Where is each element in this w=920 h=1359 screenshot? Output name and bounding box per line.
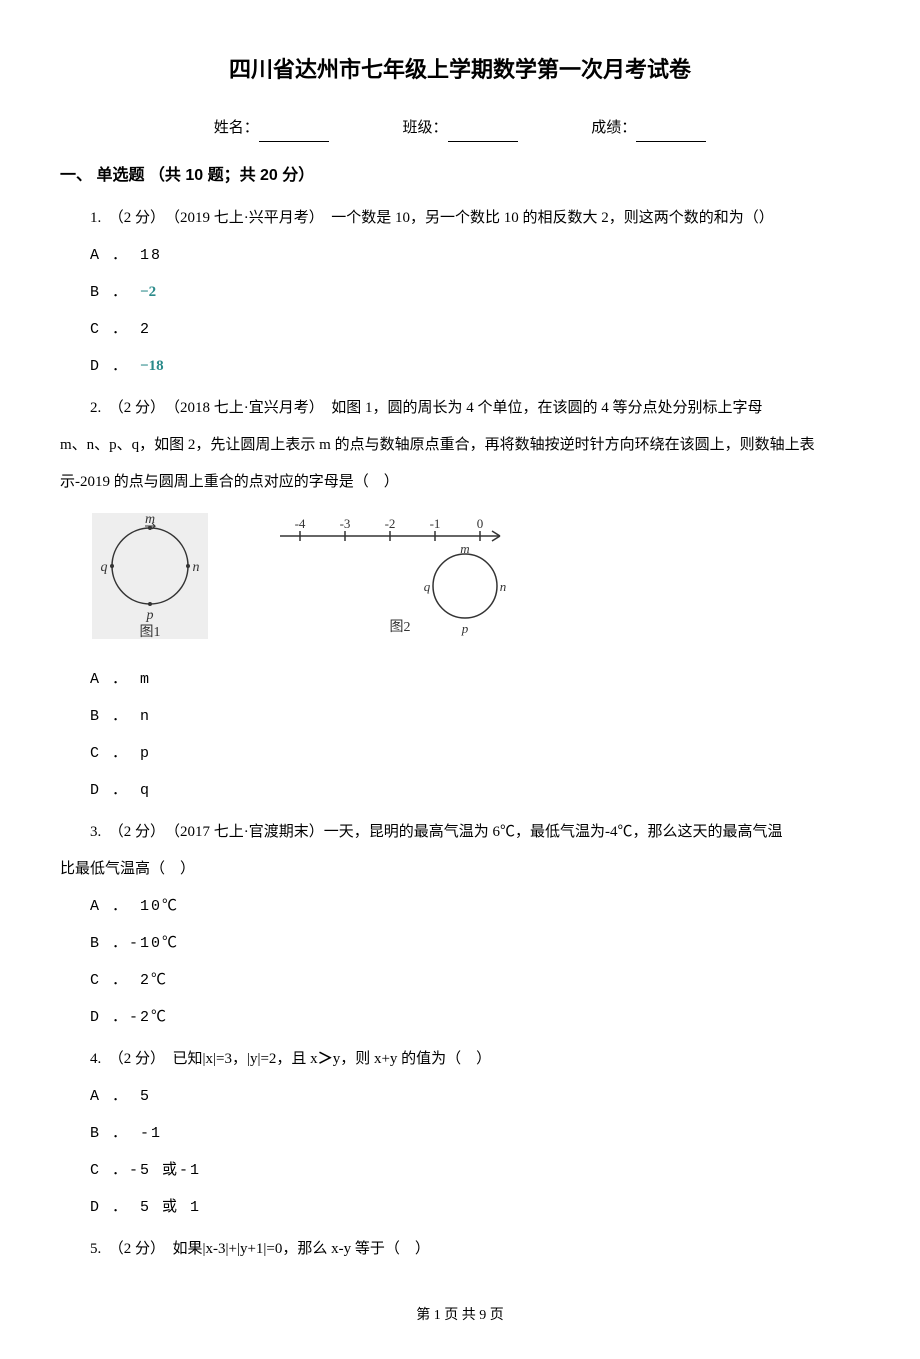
q1-d-val: −18	[140, 358, 164, 374]
q3-option-b: B ．‐10℃	[90, 930, 860, 957]
q3-d-text: D ．‐2℃	[90, 1009, 168, 1026]
q3-stem-2: 比最低气温高（ ）	[60, 856, 860, 883]
q3-c-text: C ． 2℃	[90, 972, 168, 989]
fig1-p: p	[146, 608, 154, 623]
q1-option-d: D ． −18	[90, 353, 860, 380]
q2-figure-1: m n p q 图1	[90, 511, 210, 641]
page-footer: 第 1 页 共 9 页	[60, 1303, 860, 1328]
q3-options: A ． 10℃ B ．‐10℃ C ． 2℃ D ．‐2℃	[90, 893, 860, 1031]
q2-a-text: A ． m	[90, 671, 151, 688]
q4-c-text: C ．‐5 或‐1	[90, 1162, 201, 1179]
q3-b-text: B ．‐10℃	[90, 935, 179, 952]
q4-stem-prefix: 4. （2 分） 已知|x|=3，|y|=2，且 x	[90, 1051, 318, 1067]
q2-d-text: D ． q	[90, 782, 151, 799]
q1-d-prefix: D ．	[90, 358, 140, 375]
score-label: 成绩：	[591, 120, 636, 136]
fig2-q: q	[424, 579, 431, 594]
class-label: 班级：	[402, 120, 447, 136]
q1-c-text: C ． 2	[90, 321, 151, 338]
q2-stem-3: 示-2019 的点与圆周上重合的点对应的字母是（ ）	[60, 469, 860, 496]
tick-4: -4	[295, 516, 306, 531]
q1-b-prefix: B ．	[90, 284, 140, 301]
q5-stem: 5. （2 分） 如果|x‐3|+|y+1|=0，那么 x‐y 等于（ ）	[60, 1236, 860, 1263]
q4-option-d: D ． 5 或 1	[90, 1194, 860, 1221]
q2-option-c: C ． p	[90, 740, 860, 767]
q2-figure-2: -4 -3 -2 -1 0 m n p q 图2	[270, 511, 530, 651]
q2-stem-2: m、n、p、q，如图 2，先让圆周上表示 m 的点与数轴原点重合，再将数轴按逆时…	[60, 432, 860, 459]
fig2-label: 图2	[390, 620, 411, 635]
q2-c-text: C ． p	[90, 745, 151, 762]
q3-stem-1: 3. （2 分） （2017 七上·官渡期末）一天，昆明的最高气温为 6℃，最低…	[60, 819, 860, 846]
q4-d-text: D ． 5 或 1	[90, 1199, 201, 1216]
q2-stem-1: 2. （2 分） （2018 七上·宜兴月考） 如图 1，圆的周长为 4 个单位…	[60, 395, 860, 422]
q3-option-c: C ． 2℃	[90, 967, 860, 994]
q4-option-b: B ． -1	[90, 1120, 860, 1147]
name-label: 姓名：	[214, 120, 259, 136]
q1-b-val: −2	[140, 284, 156, 300]
q1-stem: 1. （2 分） （2019 七上·兴平月考） 一个数是 10，另一个数比 10…	[60, 205, 860, 232]
q4-gt: ＞	[318, 1051, 333, 1067]
page-title: 四川省达州市七年级上学期数学第一次月考试卷	[60, 50, 860, 90]
q2-option-a: A ． m	[90, 666, 860, 693]
q1-option-b: B ． −2	[90, 279, 860, 306]
fig1-m: m	[145, 512, 155, 527]
q2-option-d: D ． q	[90, 777, 860, 804]
q1-a-text: A ． 18	[90, 247, 162, 264]
q4-stem: 4. （2 分） 已知|x|=3，|y|=2，且 x＞y，则 x+y 的值为（ …	[60, 1046, 860, 1073]
tick-1: -1	[430, 516, 441, 531]
section-header: 一、 单选题 （共 10 题；共 20 分）	[60, 162, 860, 191]
fig1-q: q	[101, 560, 108, 575]
q4-option-c: C ．‐5 或‐1	[90, 1157, 860, 1184]
q4-option-a: A ． 5	[90, 1083, 860, 1110]
tick-2: -2	[385, 516, 396, 531]
fig2-n: n	[500, 579, 507, 594]
name-blank[interactable]	[259, 141, 329, 142]
q3-option-d: D ．‐2℃	[90, 1004, 860, 1031]
fig2-m: m	[460, 541, 469, 556]
score-field: 成绩：	[591, 115, 706, 142]
score-blank[interactable]	[636, 141, 706, 142]
q3-option-a: A ． 10℃	[90, 893, 860, 920]
class-blank[interactable]	[448, 141, 518, 142]
q2-option-b: B ． n	[90, 703, 860, 730]
q2-b-text: B ． n	[90, 708, 151, 725]
tick-3: -3	[340, 516, 351, 531]
fig1-label: 图1	[140, 625, 161, 640]
info-row: 姓名： 班级： 成绩：	[60, 115, 860, 142]
q4-options: A ． 5 B ． -1 C ．‐5 或‐1 D ． 5 或 1	[90, 1083, 860, 1221]
fig2-p: p	[461, 621, 469, 636]
q1-option-a: A ． 18	[90, 242, 860, 269]
q3-a-text: A ． 10℃	[90, 898, 179, 915]
class-field: 班级：	[402, 115, 517, 142]
q2-diagram-row: m n p q 图1 -4 -3 -2 -1 0 m n p q 图2	[90, 511, 860, 651]
q4-stem-suffix: y，则 x+y 的值为（ ）	[333, 1051, 491, 1067]
q4-a-text: A ． 5	[90, 1088, 151, 1105]
q1-option-c: C ． 2	[90, 316, 860, 343]
q2-options: A ． m B ． n C ． p D ． q	[90, 666, 860, 804]
q1-options: A ． 18 B ． −2 C ． 2 D ． −18	[90, 242, 860, 380]
fig1-n: n	[193, 560, 200, 575]
tick-0: 0	[477, 516, 484, 531]
q4-b-text: B ． -1	[90, 1125, 162, 1142]
name-field: 姓名：	[214, 115, 329, 142]
